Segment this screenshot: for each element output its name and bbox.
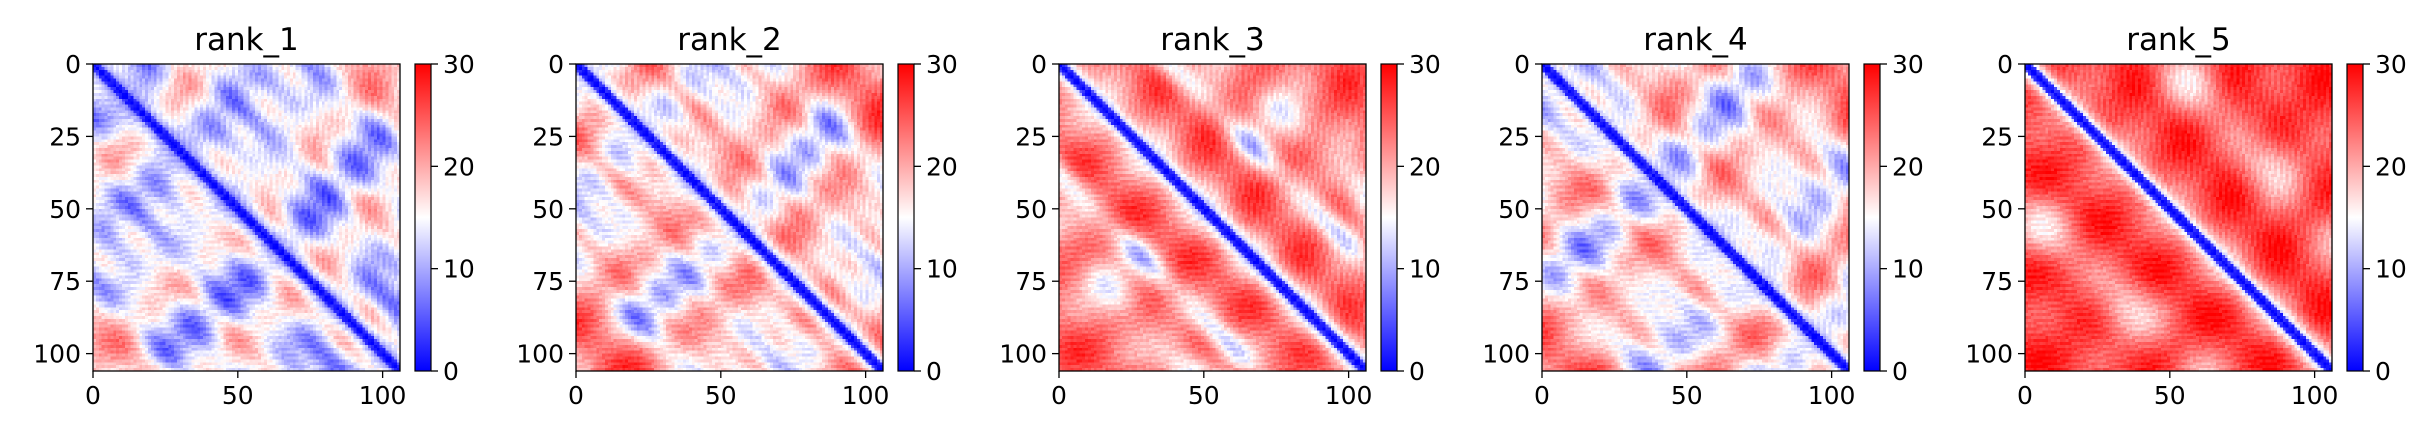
x-tick-label: 0 bbox=[2017, 381, 2033, 410]
x-tick-label: 0 bbox=[568, 381, 584, 410]
panel-title: rank_4 bbox=[1643, 22, 1748, 58]
x-tick-label: 50 bbox=[705, 381, 737, 410]
y-tick-label: 25 bbox=[532, 122, 564, 151]
colorbar-tick-label: 10 bbox=[2375, 255, 2407, 284]
colorbar-tick-label: 30 bbox=[443, 50, 475, 79]
y-tick-label: 75 bbox=[1981, 267, 2013, 296]
colorbar bbox=[897, 63, 915, 372]
panel-title: rank_2 bbox=[677, 22, 782, 58]
colorbar-tick-label: 20 bbox=[926, 152, 958, 181]
colorbar bbox=[414, 63, 432, 372]
heatmap-image bbox=[1542, 64, 1849, 371]
colorbar-tick-label: 20 bbox=[2375, 152, 2407, 181]
x-tick-label: 100 bbox=[1808, 381, 1856, 410]
y-tick-label: 50 bbox=[1498, 195, 1530, 224]
x-tick-label: 50 bbox=[1671, 381, 1703, 410]
colorbar bbox=[2346, 63, 2364, 372]
y-tick-label: 75 bbox=[1015, 267, 1047, 296]
colorbar-tick-label: 30 bbox=[2375, 50, 2407, 79]
heatmap-frame bbox=[92, 63, 401, 372]
heatmap-image bbox=[1059, 64, 1366, 371]
y-tick-label: 25 bbox=[49, 122, 81, 151]
colorbar-tick-label: 0 bbox=[1409, 357, 1425, 386]
colorbar-tick-label: 10 bbox=[926, 255, 958, 284]
x-tick-label: 50 bbox=[2154, 381, 2186, 410]
y-tick-label: 100 bbox=[33, 340, 81, 369]
y-tick-label: 25 bbox=[1498, 122, 1530, 151]
colorbar-tick-label: 0 bbox=[1892, 357, 1908, 386]
x-tick-label: 100 bbox=[359, 381, 407, 410]
colorbar-tick-label: 20 bbox=[1892, 152, 1924, 181]
y-tick-label: 0 bbox=[1997, 50, 2013, 79]
y-tick-label: 75 bbox=[1498, 267, 1530, 296]
colorbar-tick-label: 0 bbox=[2375, 357, 2391, 386]
colorbar bbox=[1863, 63, 1881, 372]
colorbar-tick-label: 20 bbox=[1409, 152, 1441, 181]
x-tick-label: 100 bbox=[1325, 381, 1373, 410]
panel-title: rank_1 bbox=[194, 22, 299, 58]
colorbar-tick-label: 10 bbox=[443, 255, 475, 284]
heatmap-frame bbox=[575, 63, 884, 372]
heatmap-frame bbox=[2024, 63, 2333, 372]
colorbar bbox=[1380, 63, 1398, 372]
y-tick-label: 25 bbox=[1981, 122, 2013, 151]
colorbar-tick-label: 0 bbox=[926, 357, 942, 386]
colorbar-tick-label: 30 bbox=[1892, 50, 1924, 79]
panel-title: rank_5 bbox=[2126, 22, 2231, 58]
x-tick-label: 0 bbox=[85, 381, 101, 410]
x-tick-label: 0 bbox=[1051, 381, 1067, 410]
x-tick-label: 100 bbox=[2291, 381, 2339, 410]
y-tick-label: 75 bbox=[532, 267, 564, 296]
y-tick-label: 50 bbox=[1015, 195, 1047, 224]
colorbar-tick-label: 10 bbox=[1409, 255, 1441, 284]
y-tick-label: 100 bbox=[1965, 340, 2013, 369]
heatmap-frame bbox=[1541, 63, 1850, 372]
colorbar-tick-label: 30 bbox=[926, 50, 958, 79]
y-tick-label: 50 bbox=[49, 195, 81, 224]
y-tick-label: 75 bbox=[49, 267, 81, 296]
y-tick-label: 0 bbox=[548, 50, 564, 79]
colorbar-tick-label: 20 bbox=[443, 152, 475, 181]
heatmap-image bbox=[93, 64, 400, 371]
colorbar-tick-label: 30 bbox=[1409, 50, 1441, 79]
panel-title: rank_3 bbox=[1160, 22, 1265, 58]
colorbar-tick-label: 10 bbox=[1892, 255, 1924, 284]
x-tick-label: 100 bbox=[842, 381, 890, 410]
heatmap-image bbox=[576, 64, 883, 371]
colorbar-tick-label: 0 bbox=[443, 357, 459, 386]
heatmap-frame bbox=[1058, 63, 1367, 372]
y-tick-label: 50 bbox=[532, 195, 564, 224]
y-tick-label: 100 bbox=[1482, 340, 1530, 369]
y-tick-label: 25 bbox=[1015, 122, 1047, 151]
heatmap-image bbox=[2025, 64, 2332, 371]
y-tick-label: 0 bbox=[1031, 50, 1047, 79]
y-tick-label: 50 bbox=[1981, 195, 2013, 224]
y-tick-label: 100 bbox=[516, 340, 564, 369]
x-tick-label: 50 bbox=[222, 381, 254, 410]
x-tick-label: 50 bbox=[1188, 381, 1220, 410]
x-tick-label: 0 bbox=[1534, 381, 1550, 410]
y-tick-label: 0 bbox=[1514, 50, 1530, 79]
y-tick-label: 0 bbox=[65, 50, 81, 79]
y-tick-label: 100 bbox=[999, 340, 1047, 369]
